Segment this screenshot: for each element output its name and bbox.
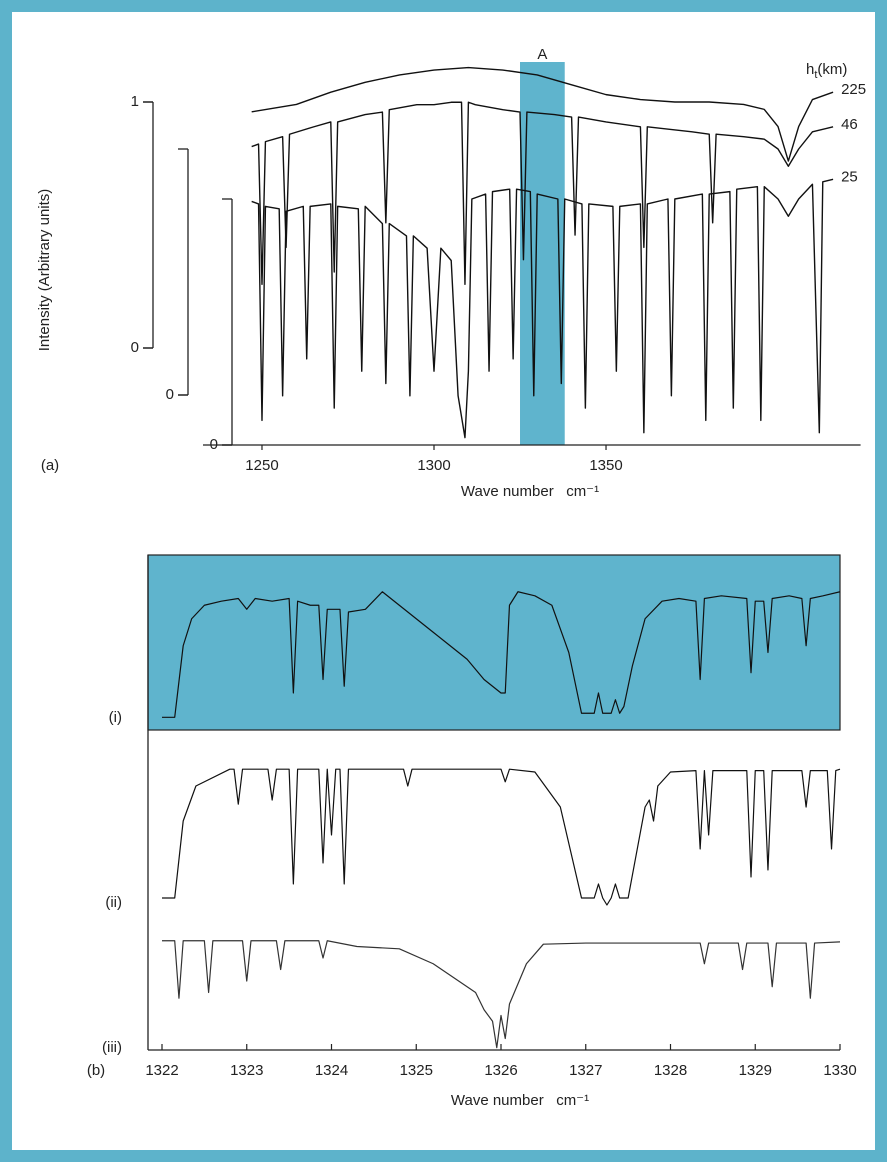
x-tick-label: 1350 bbox=[589, 457, 622, 474]
panel-label: (a) bbox=[41, 457, 59, 474]
spectrum-line bbox=[251, 178, 834, 439]
x-tick-label: 1326 bbox=[484, 1062, 517, 1079]
legend-title-sub: t bbox=[814, 69, 817, 81]
spectrum-line bbox=[162, 768, 841, 906]
spectrum-line bbox=[162, 591, 841, 718]
panel-label: (b) bbox=[87, 1062, 105, 1079]
series-label: (iii) bbox=[102, 1039, 122, 1056]
x-tick-label: 1325 bbox=[400, 1062, 433, 1079]
y-tick-label: 0 bbox=[131, 339, 139, 356]
highlight-label: A bbox=[537, 46, 547, 63]
y-tick-label: 1 bbox=[131, 93, 139, 110]
series-label: (i) bbox=[109, 709, 122, 726]
highlight-band bbox=[520, 62, 565, 445]
x-tick-label: 1324 bbox=[315, 1062, 348, 1079]
y-axis-label: Intensity (Arbitrary units) bbox=[36, 189, 53, 352]
x-tick-label: 1328 bbox=[654, 1062, 687, 1079]
y-tick-label: 0 bbox=[210, 436, 218, 453]
x-tick-label: 1327 bbox=[569, 1062, 602, 1079]
series-background bbox=[147, 554, 841, 731]
legend-title-unit: (km) bbox=[817, 61, 847, 78]
legend-title-text: h bbox=[806, 61, 814, 78]
x-tick-label: 1322 bbox=[145, 1062, 178, 1079]
x-tick-label: 1329 bbox=[739, 1062, 772, 1079]
legend-title: ht(km) bbox=[806, 61, 847, 81]
x-axis-label: Wave number cm⁻¹ bbox=[451, 1092, 589, 1109]
x-tick-label: 1323 bbox=[230, 1062, 263, 1079]
series-label: 225 bbox=[841, 81, 866, 98]
series-label: 46 bbox=[841, 116, 858, 133]
x-tick-label: 1250 bbox=[245, 457, 278, 474]
y-tick-label: 0 bbox=[166, 386, 174, 403]
x-tick-label: 1300 bbox=[417, 457, 450, 474]
series-label: 25 bbox=[841, 168, 858, 185]
x-tick-label: 1330 bbox=[823, 1062, 856, 1079]
spectrum-line bbox=[162, 940, 841, 1049]
series-label: (ii) bbox=[105, 894, 122, 911]
x-axis-label: Wave number cm⁻¹ bbox=[461, 483, 599, 500]
spectrum-line bbox=[251, 101, 834, 285]
spectrum-line bbox=[251, 66, 834, 162]
